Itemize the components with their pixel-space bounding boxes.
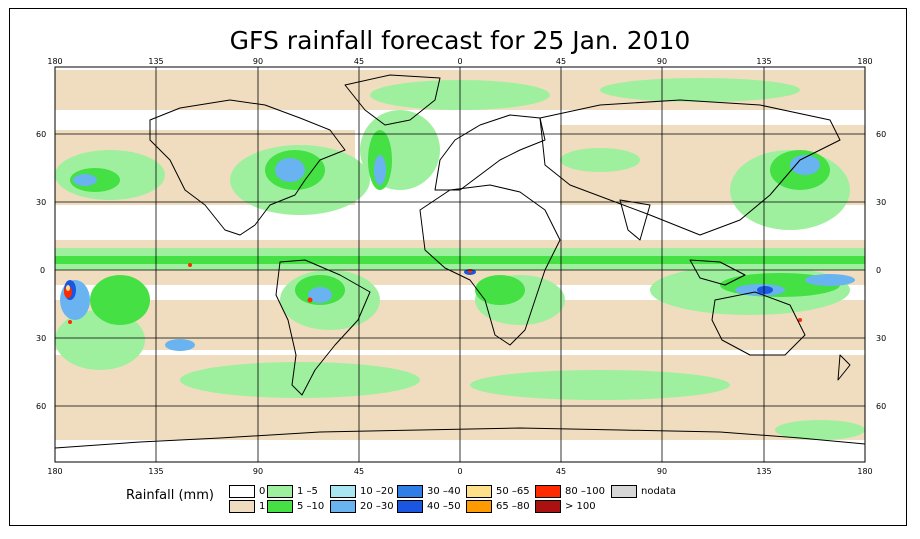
lon-tick-bottom: 180 xyxy=(47,467,62,476)
lat-tick-left: 60 xyxy=(36,402,46,411)
lat-tick-right: 30 xyxy=(876,198,886,207)
legend-swatch xyxy=(611,485,637,498)
legend-label: 1 xyxy=(259,501,266,512)
lat-tick-left: 30 xyxy=(36,334,46,343)
legend-swatch xyxy=(267,485,293,498)
lat-tick-right: 0 xyxy=(876,266,881,275)
lon-tick-top: 45 xyxy=(354,57,364,66)
legend-label: 40 –50 xyxy=(427,501,461,512)
legend-swatch xyxy=(397,500,423,513)
lon-tick-bottom: 90 xyxy=(657,467,667,476)
map-border xyxy=(54,66,866,463)
figure-frame xyxy=(9,8,907,526)
legend-swatch xyxy=(466,485,492,498)
lon-tick-bottom: 0 xyxy=(457,467,462,476)
lat-tick-right: 60 xyxy=(876,130,886,139)
lon-tick-top: 90 xyxy=(657,57,667,66)
lon-tick-labels: 180 135 90 45 0 45 90 135 180 180 135 90… xyxy=(47,57,872,476)
legend-swatch xyxy=(330,485,356,498)
legend-label: 80 –100 xyxy=(565,486,605,497)
legend-label: 0 xyxy=(259,486,266,497)
lon-tick-top: 90 xyxy=(253,57,263,66)
lon-tick-bottom: 90 xyxy=(253,467,263,476)
lon-tick-bottom: 135 xyxy=(756,467,771,476)
legend-swatch xyxy=(535,500,561,513)
coastlines xyxy=(54,74,866,449)
lon-tick-top: 180 xyxy=(857,57,872,66)
legend-label: > 100 xyxy=(565,501,596,512)
legend-label: 5 –10 xyxy=(297,501,325,512)
legend-swatch xyxy=(466,500,492,513)
legend-swatch xyxy=(535,485,561,498)
lon-tick-top: 135 xyxy=(756,57,771,66)
legend-label: 1 –5 xyxy=(297,486,318,497)
lat-tick-right: 60 xyxy=(876,402,886,411)
map-title: GFS rainfall forecast for 25 Jan. 2010 xyxy=(229,26,691,55)
lon-tick-bottom: 180 xyxy=(857,467,872,476)
lon-tick-bottom: 135 xyxy=(148,467,163,476)
legend-label: 30 –40 xyxy=(427,486,461,497)
legend-label: nodata xyxy=(641,486,676,497)
legend-label: 20 –30 xyxy=(360,501,394,512)
legend-label: 65 –80 xyxy=(496,501,530,512)
legend-label: 50 –65 xyxy=(496,486,530,497)
lat-tick-left: 30 xyxy=(36,198,46,207)
lon-tick-top: 45 xyxy=(556,57,566,66)
lat-tick-left: 0 xyxy=(40,266,45,275)
legend-swatch xyxy=(229,500,255,513)
lat-tick-left: 60 xyxy=(36,130,46,139)
lon-tick-top: 135 xyxy=(148,57,163,66)
lat-tick-right: 30 xyxy=(876,334,886,343)
lon-tick-bottom: 45 xyxy=(556,467,566,476)
legend-swatch xyxy=(267,500,293,513)
legend-title: Rainfall (mm) xyxy=(126,488,214,503)
lon-tick-top: 180 xyxy=(47,57,62,66)
legend-swatch xyxy=(229,485,255,498)
lat-tick-labels: 60 30 0 30 60 60 30 0 30 60 xyxy=(36,130,886,411)
graticule xyxy=(55,67,865,462)
lon-tick-bottom: 45 xyxy=(354,467,364,476)
legend-swatch xyxy=(397,485,423,498)
legend-swatch xyxy=(330,500,356,513)
lon-tick-top: 0 xyxy=(457,57,462,66)
legend-label: 10 –20 xyxy=(360,486,394,497)
